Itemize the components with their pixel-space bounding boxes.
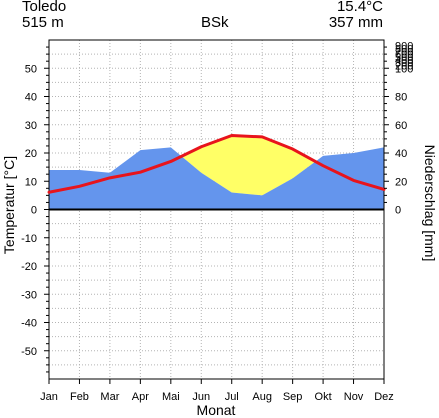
axis-ticks: -50-40-30-20-100102030405002040608010020… [21,41,413,403]
x-tick-label: Okt [315,391,332,403]
arid-period-fill [181,135,316,196]
x-tick-label: Nov [344,391,364,403]
temperature-line [47,133,386,194]
station-name: Toledo [22,0,67,15]
x-tick-label: Feb [70,391,89,403]
y-right-tick-label: 800 [395,43,413,55]
y-left-tick-label: 40 [25,92,37,104]
x-axis-label: Monat [197,402,236,418]
y-right-tick-label: 80 [395,92,407,104]
x-tick-label: Jul [225,391,239,403]
x-tick-label: Jan [40,391,58,403]
x-tick-label: Sep [283,391,303,403]
x-tick-label: Jun [192,391,210,403]
y-right-tick-label: 100 [395,63,413,75]
annual-precipitation: 357 mm [328,14,383,31]
y-left-tick-label: 50 [25,63,37,75]
y-left-tick-label: 30 [25,120,37,132]
x-tick-label: Apr [132,391,149,403]
y-left-tick-label: 20 [25,148,37,160]
y-left-tick-label: 10 [25,176,37,188]
y-left-tick-label: 0 [31,205,37,217]
y-left-tick-label: -30 [21,289,37,301]
mean-annual-temperature: 15.4°C [336,0,383,15]
station-elevation: 515 m [22,14,64,31]
x-tick-label: Aug [252,391,272,403]
y-left-tick-label: -20 [21,261,37,273]
y-right-tick-label: 600 [395,49,413,61]
climate-classification: BSk [201,14,229,31]
y-left-tick-label: -50 [21,346,37,358]
y-left-tick-label: -40 [21,318,37,330]
y-left-tick-label: -10 [21,233,37,245]
y-left-axis-label: Temperatur [°C] [1,156,17,254]
y-right-tick-label: 60 [395,120,407,132]
y-right-tick-label: 0 [395,205,401,217]
y-right-tick-label: 20 [395,176,407,188]
y-right-tick-label: 300 [395,58,413,70]
y-right-tick-label: 40 [395,148,407,160]
y-right-tick-label: 700 [395,46,413,58]
y-right-axis-label: Niederschlag [mm] [422,145,438,262]
precipitation-area [49,147,384,210]
x-tick-label: Mar [100,391,119,403]
y-right-tick-label: 400 [395,55,413,67]
x-tick-label: Dez [374,391,394,403]
y-right-tick-label: 500 [395,52,413,64]
y-right-tick-label: 200 [395,60,413,72]
plot-frame [48,39,385,380]
x-tick-label: Mai [162,391,180,403]
y-right-tick-label: 900 [395,41,413,53]
